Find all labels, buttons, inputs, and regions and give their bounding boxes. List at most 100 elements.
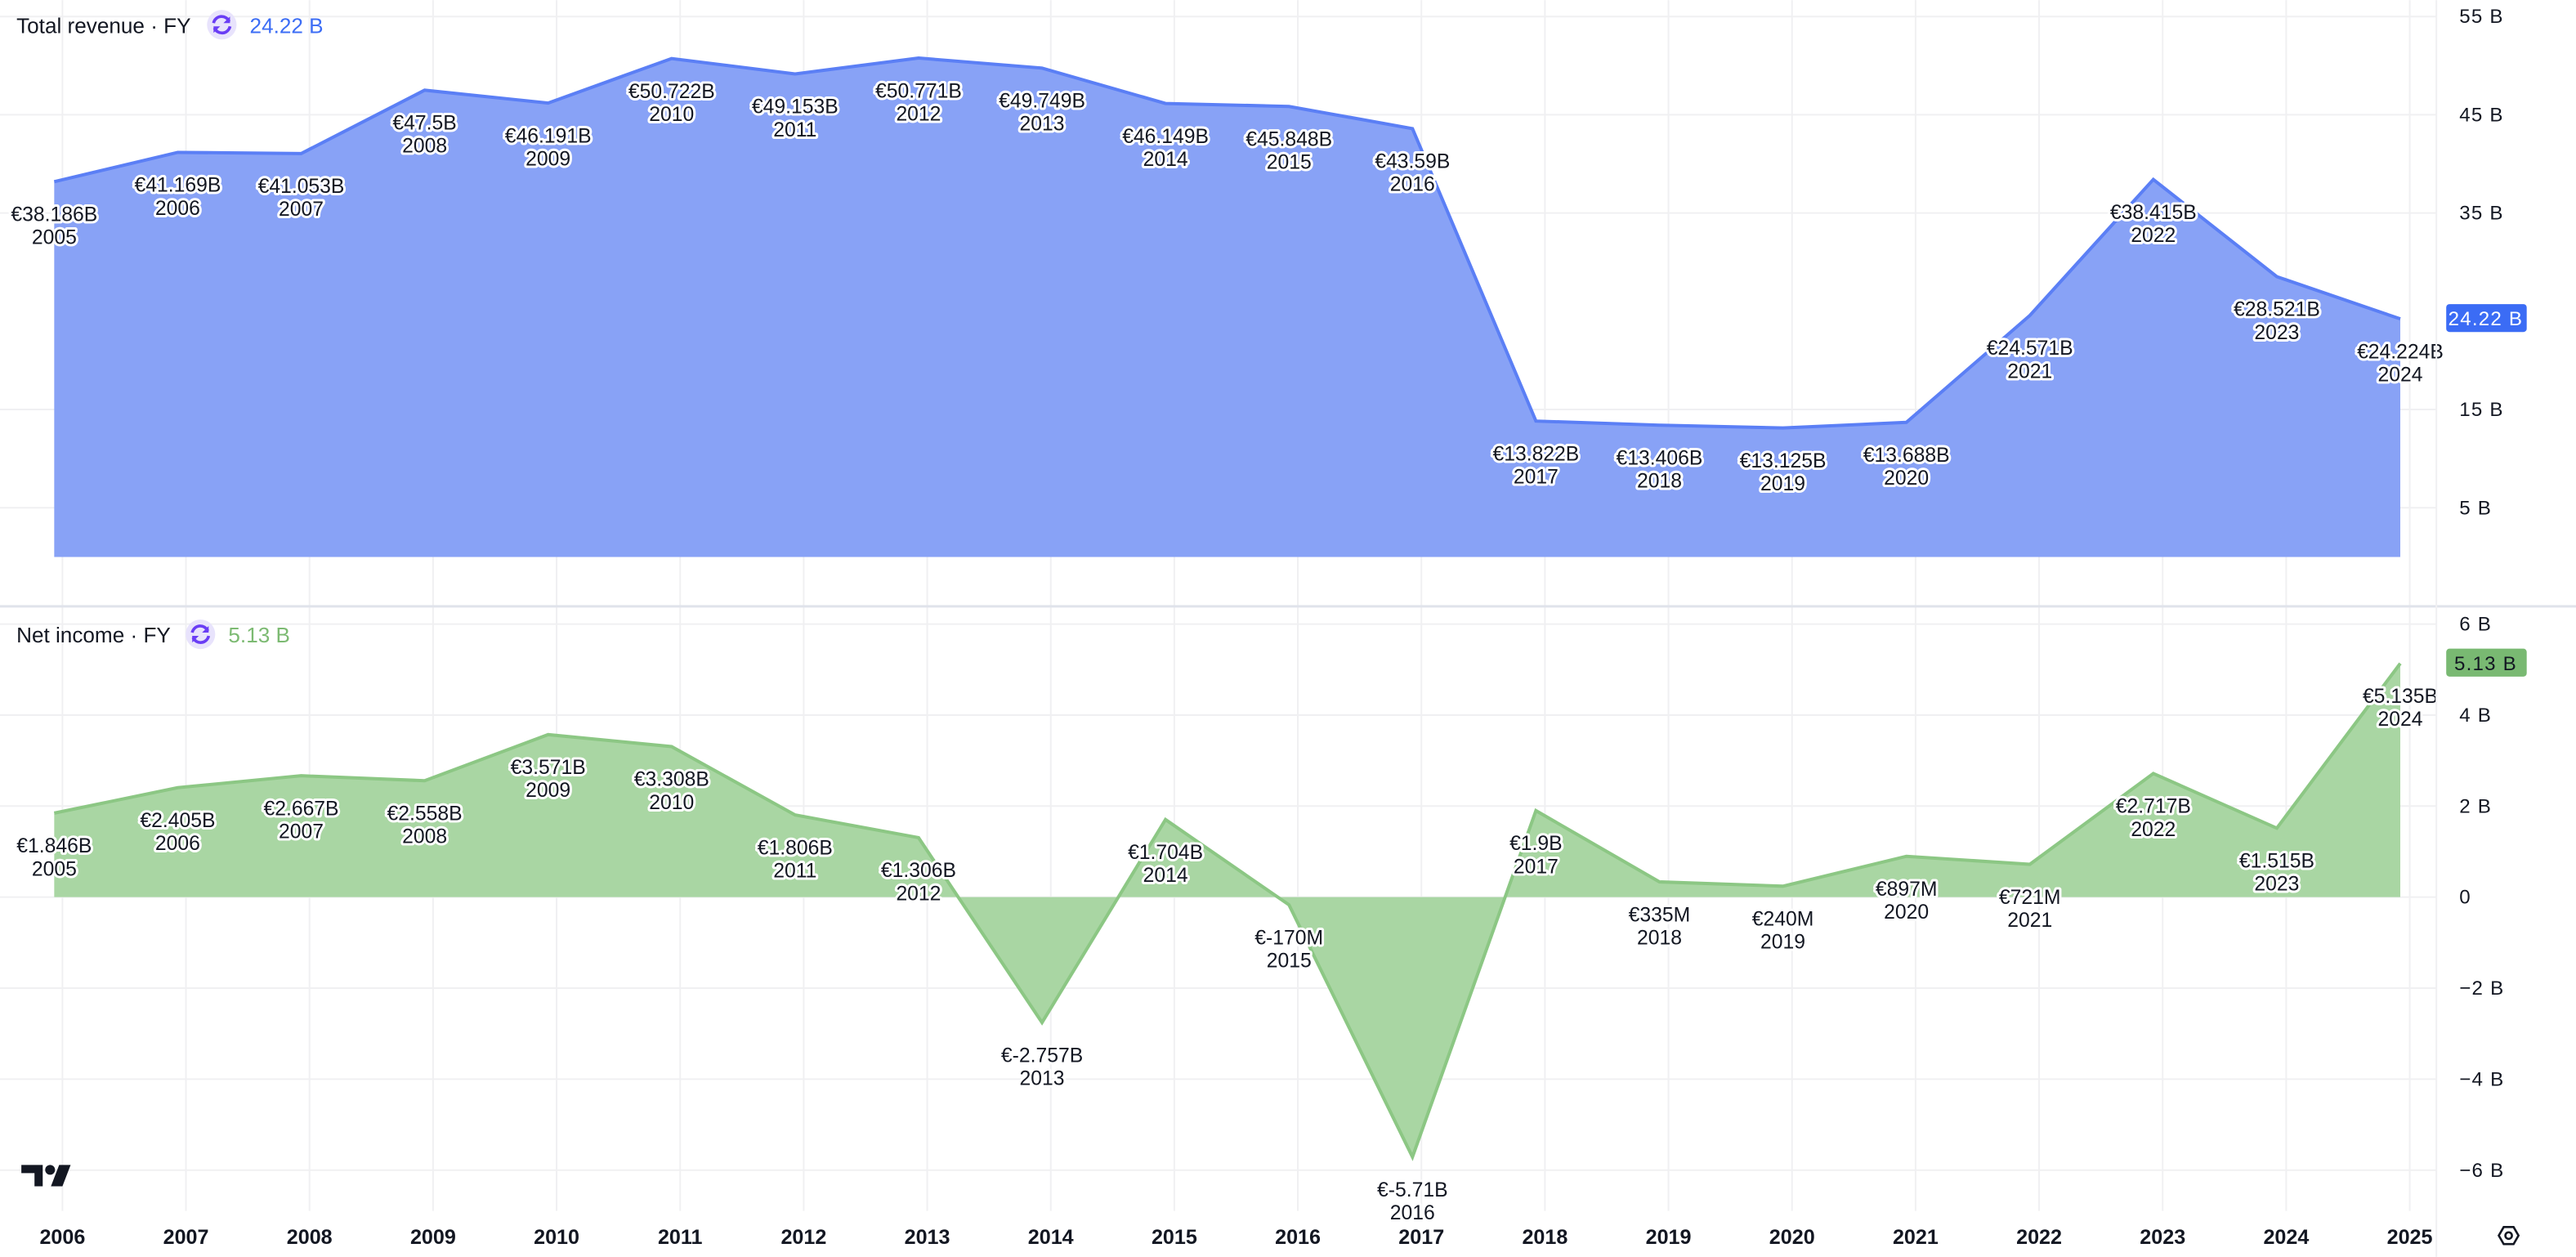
refresh-icon[interactable]	[186, 619, 216, 650]
revenue-last-value: 24.22 B	[250, 13, 324, 38]
y-tick-label: −4 B	[2459, 1068, 2504, 1090]
data-label-value: €49.153B	[752, 96, 839, 119]
data-label-year: 2009	[525, 780, 570, 802]
data-label-year: 2006	[155, 833, 200, 855]
data-label-value: €50.722B	[628, 81, 715, 103]
badge-value: 5.13 B	[2454, 653, 2517, 675]
x-tick-label: 2013	[905, 1226, 950, 1249]
y-tick-label: 2 B	[2459, 795, 2492, 817]
y-tick-label: 35 B	[2459, 203, 2503, 225]
data-label-value: €-2.757B	[1001, 1045, 1083, 1067]
data-label-value: €13.125B	[1740, 450, 1827, 472]
data-label-value: €335M	[1629, 904, 1691, 926]
data-label-value: €13.822B	[1492, 443, 1579, 465]
data-label-value: €5.135B	[2363, 686, 2438, 708]
data-label-year: 2015	[1267, 152, 1312, 174]
data-label-value: €24.571B	[1987, 338, 2073, 360]
x-tick-label: 2025	[2387, 1226, 2433, 1249]
y-tick-label: 55 B	[2459, 6, 2503, 28]
data-label-year: 2009	[525, 148, 570, 170]
data-label-year: 2019	[1760, 473, 1805, 495]
data-label-year: 2010	[649, 792, 694, 814]
data-label-year: 2007	[279, 821, 324, 843]
data-label-value: €41.169B	[135, 175, 221, 197]
x-tick-label: 2017	[1398, 1226, 1444, 1249]
data-label-year: 2023	[2254, 874, 2299, 896]
badge-background	[2446, 304, 2527, 333]
y-tick-label: 4 B	[2459, 705, 2492, 727]
y-tick-label: −2 B	[2459, 977, 2504, 1000]
data-label-value: €1.306B	[881, 860, 956, 882]
x-tick-label: 2006	[39, 1226, 85, 1249]
data-label-year: 2006	[155, 198, 200, 220]
data-label-year: 2005	[32, 227, 77, 249]
x-tick-label: 2009	[410, 1226, 456, 1249]
data-label-value: €1.515B	[2239, 851, 2314, 873]
data-label-year: 2020	[1884, 901, 1929, 924]
x-tick-label: 2014	[1028, 1226, 1074, 1249]
data-label-value: €46.149B	[1122, 126, 1209, 148]
data-label-year: 2024	[2377, 709, 2422, 731]
data-label-value: €3.571B	[511, 757, 586, 779]
data-label-year: 2011	[773, 119, 816, 141]
x-tick-label: 2022	[2016, 1226, 2062, 1249]
data-label-year: 2013	[1020, 1068, 1065, 1090]
data-label-year: 2014	[1143, 149, 1188, 171]
data-label-year: 2021	[2007, 910, 2052, 932]
x-tick-label: 2021	[1893, 1226, 1939, 1249]
x-tick-label: 2018	[1522, 1226, 1568, 1249]
data-label-value: €13.688B	[1863, 445, 1950, 467]
revenue-title: Total revenue · FY	[16, 13, 190, 38]
data-label-year: 2016	[1390, 174, 1435, 196]
settings-gear-icon[interactable]	[2498, 1226, 2520, 1246]
series-line	[53, 662, 2402, 1161]
data-label-value: €41.053B	[258, 176, 345, 198]
revenue-pane[interactable]: 55 B45 B35 B15 B5 B€38.186B2005€41.169B2…	[8, 6, 2527, 557]
data-label-year: 2008	[402, 136, 447, 158]
data-label-value: €1.9B	[1509, 833, 1563, 855]
x-tick-label: 2007	[163, 1226, 209, 1249]
x-tick-label: 2020	[1769, 1226, 1815, 1249]
data-label-value: €-5.71B	[1377, 1179, 1448, 1201]
data-label-value: €43.59B	[1375, 151, 1450, 173]
data-label-value: €1.846B	[16, 835, 92, 857]
data-label-year: 2019	[1760, 932, 1805, 954]
series-line	[53, 56, 2401, 430]
x-tick-label: 2015	[1152, 1226, 1197, 1249]
data-label-value: €28.521B	[2234, 299, 2320, 321]
y-tick-label: 0	[2459, 887, 2471, 909]
x-tick-label: 2012	[780, 1226, 826, 1249]
data-label-year: 2013	[1020, 114, 1065, 136]
data-label-value: €2.558B	[387, 803, 463, 825]
tradingview-logo[interactable]	[21, 1165, 71, 1187]
data-label-year: 2016	[1390, 1202, 1435, 1224]
refresh-icon[interactable]	[207, 10, 237, 40]
x-tick-label: 2024	[2263, 1226, 2309, 1249]
data-label-year: 2018	[1637, 471, 1682, 493]
badge-background	[2446, 648, 2527, 677]
data-label-value: €50.771B	[875, 80, 962, 102]
data-label-year: 2008	[402, 826, 447, 848]
data-label-value: €49.749B	[999, 91, 1085, 113]
area-fill	[54, 663, 2400, 1157]
badge-value: 24.22 B	[2449, 308, 2524, 330]
data-label-value: €240M	[1752, 909, 1814, 931]
data-label-year: 2011	[773, 860, 816, 882]
data-label-year: 2022	[2131, 819, 2176, 841]
data-label-value: €46.191B	[505, 125, 592, 147]
area-fill	[54, 58, 2400, 557]
x-tick-label: 2010	[534, 1226, 579, 1249]
data-label-year: 2021	[2007, 360, 2052, 382]
revenue-legend: Total revenue · FY 24.22 B	[16, 10, 324, 40]
time-axis[interactable]: 2006 2007 2008 2009 2010 2011 2012 2013 2014 2015…	[39, 1226, 2432, 1249]
data-label-value: €897M	[1876, 879, 1938, 901]
last-value-badge: 5.13 B	[2446, 648, 2527, 677]
net-income-title: Net income · FY	[16, 623, 171, 647]
data-label-year: 2010	[649, 104, 694, 126]
data-label-year: 2015	[1267, 951, 1312, 973]
data-label-year: 2022	[2131, 225, 2176, 247]
data-label-value: €2.717B	[2116, 796, 2191, 818]
data-label-year: 2012	[896, 103, 941, 125]
